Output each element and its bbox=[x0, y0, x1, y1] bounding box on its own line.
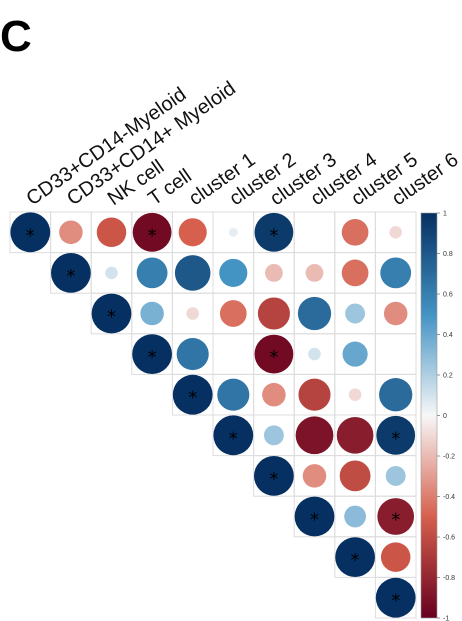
correlation-circle-r6-c9 bbox=[385, 465, 406, 486]
colorbar-tick-label: 0.2 bbox=[443, 373, 453, 380]
correlation-circle-r0-c9 bbox=[389, 226, 402, 239]
correlation-circle-r1-c9 bbox=[380, 257, 412, 289]
correlation-circle-r2-c5 bbox=[219, 300, 247, 327]
significance-star: * bbox=[229, 428, 238, 449]
significance-star: * bbox=[269, 225, 278, 246]
significance-star: * bbox=[269, 469, 278, 490]
colorbar-tick-label: 0.8 bbox=[443, 251, 453, 258]
correlation-circle-r2-c4 bbox=[186, 307, 199, 320]
colorbar-gradient bbox=[420, 212, 438, 619]
colorbar-tick-label: 1 bbox=[443, 211, 447, 218]
correlation-circle-r6-c7 bbox=[302, 464, 327, 488]
correlation-circle-r5-c8 bbox=[336, 416, 374, 454]
correlation-circle-r0-c3 bbox=[132, 212, 172, 252]
significance-star: * bbox=[391, 591, 400, 612]
significance-star: * bbox=[310, 510, 319, 531]
star-layer: * * * * * * * * * * * * * * * bbox=[26, 225, 400, 611]
significance-star: * bbox=[269, 347, 278, 368]
colorbar-tick-label: 0 bbox=[443, 413, 447, 420]
correlation-circle-r9-c9 bbox=[375, 577, 416, 618]
correlation-circle-r3-c6 bbox=[254, 334, 294, 374]
correlation-circle-r4-c6 bbox=[262, 382, 286, 407]
colorbar: 1 0.8 0.6 0.4 0.2 0 -0.2 -0.4 -0.6 -0.8 -1 bbox=[420, 211, 455, 621]
grid-cell bbox=[212, 333, 255, 375]
correlation-circle-r5-c9 bbox=[376, 415, 416, 455]
correlation-circle-r7-c8 bbox=[344, 505, 366, 528]
correlation-circle-r1-c5 bbox=[219, 258, 248, 287]
significance-star: * bbox=[107, 307, 116, 328]
significance-star: * bbox=[351, 550, 360, 571]
correlation-circle-r1-c3 bbox=[136, 257, 168, 289]
colorbar-tick-label: 0.4 bbox=[443, 332, 453, 339]
significance-star: * bbox=[26, 225, 35, 246]
correlation-circle-r8-c9 bbox=[380, 542, 411, 572]
correlation-circle-r6-c8 bbox=[339, 460, 371, 492]
correlation-circle-r1-c1 bbox=[51, 253, 91, 293]
correlation-circle-r0-c2 bbox=[96, 217, 127, 248]
correlation-circle-r5-c7 bbox=[295, 416, 334, 455]
colorbar-tick-label: -1 bbox=[443, 616, 449, 621]
correlation-circle-r3-c4 bbox=[176, 338, 209, 371]
correlation-circle-r2-c6 bbox=[257, 297, 290, 330]
correlation-circle-r2-c7 bbox=[297, 296, 332, 331]
correlation-circle-r4-c7 bbox=[298, 378, 331, 411]
colorbar-tick-label: -0.8 bbox=[443, 575, 455, 582]
correlation-circle-r8-c8 bbox=[335, 537, 375, 577]
correlation-circle-r0-c6 bbox=[254, 212, 294, 252]
colorbar-tick-label: -0.2 bbox=[443, 454, 455, 461]
correlation-circle-r4-c5 bbox=[217, 378, 250, 411]
colorbar-tick-label: 0.6 bbox=[443, 292, 453, 299]
correlation-circle-r2-c2 bbox=[91, 293, 132, 334]
correlation-circle-r3-c3 bbox=[132, 334, 172, 374]
correlation-circle-r2-c3 bbox=[140, 301, 164, 326]
circle-layer bbox=[10, 212, 416, 618]
correlation-circle-r1-c6 bbox=[265, 264, 283, 282]
grid-layer bbox=[9, 211, 417, 619]
correlation-circle-r0-c1 bbox=[59, 220, 83, 245]
colorbar-tick-label: -0.6 bbox=[443, 535, 455, 542]
correlation-circle-r1-c4 bbox=[174, 255, 211, 291]
correlation-circle-r0-c4 bbox=[178, 218, 207, 247]
grid-cell bbox=[374, 576, 417, 619]
correlation-circle-r0-c8 bbox=[341, 218, 369, 246]
correlation-circle-r2-c8 bbox=[345, 303, 366, 324]
correlation-circle-r3-c7 bbox=[308, 347, 321, 361]
correlation-circle-r4-c9 bbox=[379, 378, 413, 412]
correlation-circle-r1-c8 bbox=[341, 259, 369, 287]
colorbar-tick-label: -0.4 bbox=[443, 494, 455, 501]
correlation-circle-r7-c7 bbox=[294, 496, 335, 537]
grid-cell bbox=[293, 211, 336, 254]
significance-star: * bbox=[391, 428, 400, 449]
grid-cell bbox=[374, 333, 417, 375]
correlation-circle-r3-c8 bbox=[342, 341, 368, 367]
significance-star: * bbox=[391, 510, 400, 531]
correlation-circle-r1-c2 bbox=[105, 266, 118, 280]
correlation-circle-r5-c6 bbox=[263, 425, 284, 446]
correlation-circle-r6-c6 bbox=[254, 456, 294, 496]
correlation-circle-r7-c9 bbox=[377, 498, 415, 535]
correlation-circle-r0-c0 bbox=[10, 212, 51, 253]
significance-star: * bbox=[188, 388, 197, 409]
correlation-circle-r0-c5 bbox=[228, 227, 238, 237]
correlation-circle-r1-c7 bbox=[305, 264, 324, 282]
significance-star: * bbox=[66, 266, 75, 287]
correlation-circle-r4-c4 bbox=[172, 374, 213, 415]
panel-letter: C bbox=[0, 12, 32, 61]
correlation-circle-r5-c5 bbox=[213, 415, 254, 456]
significance-star: * bbox=[148, 225, 157, 246]
correlation-circle-r2-c9 bbox=[383, 301, 408, 326]
significance-star: * bbox=[148, 347, 157, 368]
correlation-circle-r4-c8 bbox=[348, 388, 362, 401]
